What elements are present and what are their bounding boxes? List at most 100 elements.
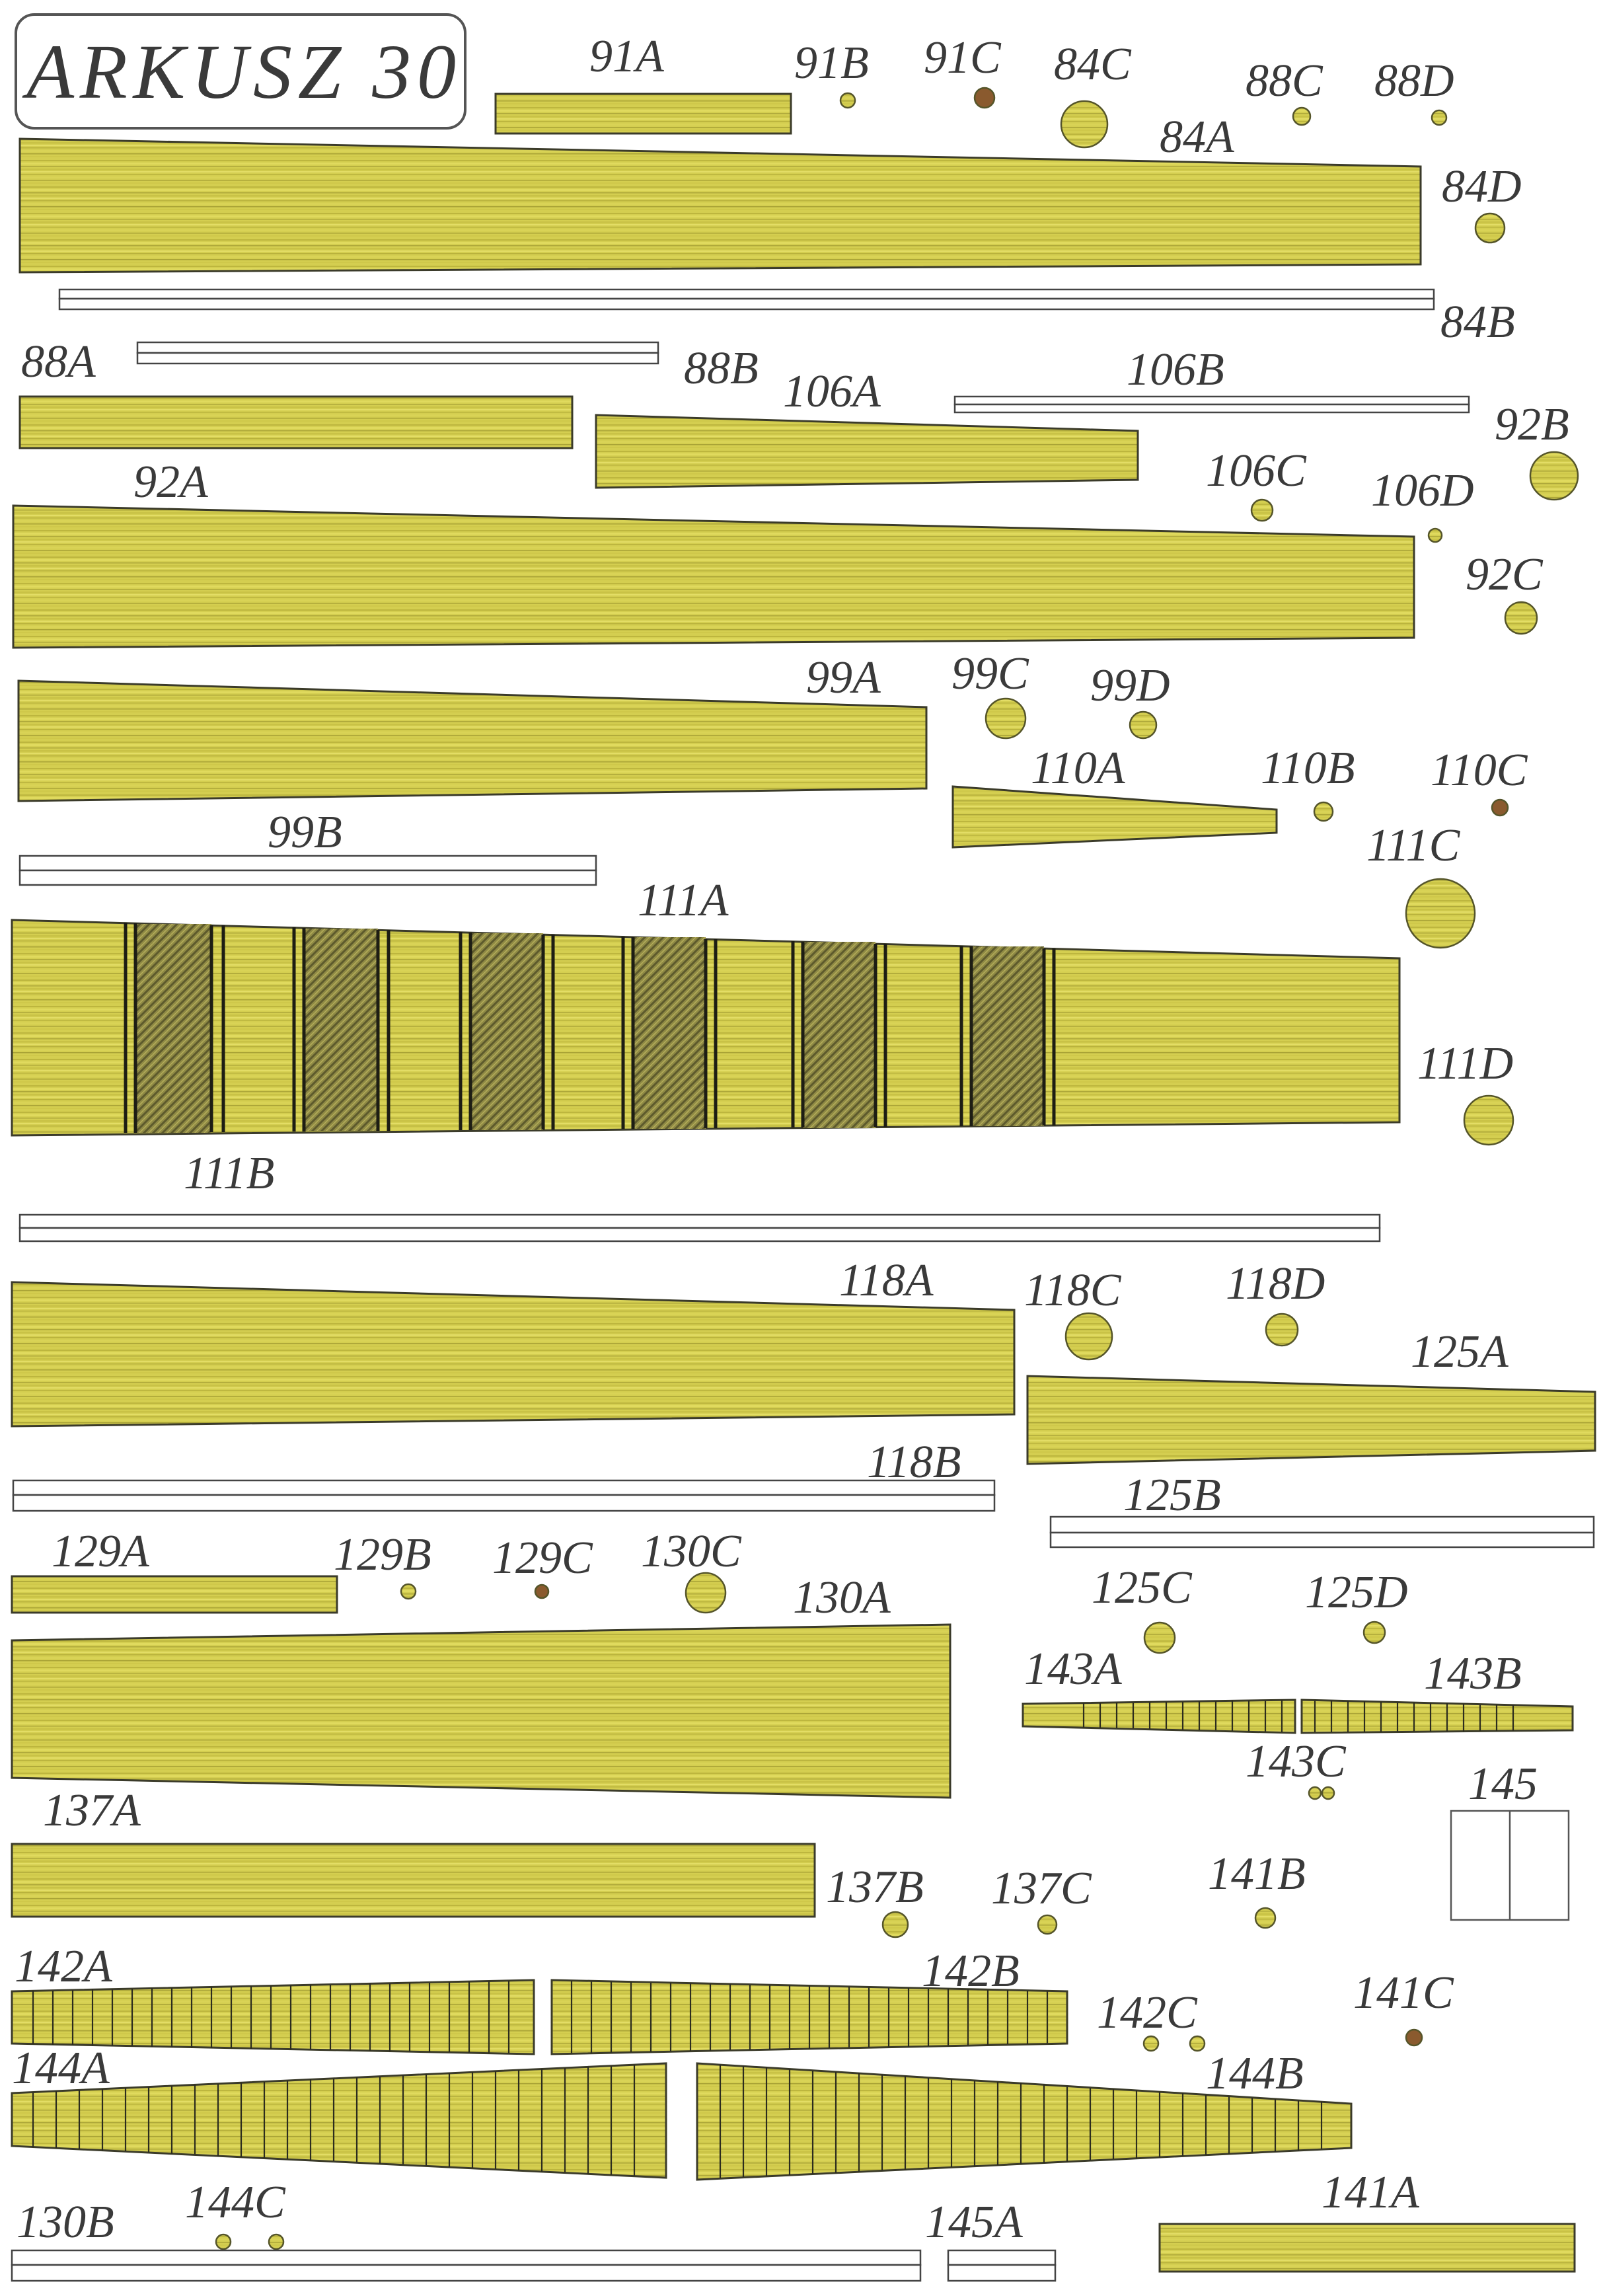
part-125A [1026, 1375, 1596, 1465]
part-92A [12, 504, 1415, 649]
part-137A [11, 1843, 816, 1918]
label-141B: 141B [1208, 1849, 1306, 1899]
label-144A: 144A [12, 2043, 110, 2094]
label-106B: 106B [1127, 344, 1224, 395]
label-125C: 125C [1092, 1562, 1193, 1613]
part-91C [973, 87, 996, 109]
part-111A [11, 919, 1401, 1137]
part-88A-strip-2 [136, 352, 659, 365]
part-99D [1129, 710, 1158, 740]
part-106A [595, 414, 1139, 489]
rope-band-3 [470, 933, 543, 1130]
part-137B [881, 1911, 909, 1938]
part-118B-inner [12, 1494, 996, 1512]
part-142C-2 [1189, 2035, 1206, 2052]
label-125D: 125D [1305, 1567, 1408, 1618]
label-145: 145 [1468, 1759, 1538, 1810]
part-145 [1450, 1810, 1570, 1921]
part-118A [11, 1281, 1016, 1428]
label-143C: 143C [1246, 1736, 1347, 1787]
label-99C: 99C [951, 648, 1029, 699]
label-118C: 118C [1024, 1265, 1122, 1316]
label-144C: 144C [185, 2177, 286, 2228]
part-110C [1491, 798, 1509, 817]
part-88A [19, 395, 574, 449]
label-92B: 92B [1495, 399, 1569, 450]
label-142A: 142A [15, 1941, 112, 1992]
label-99D: 99D [1090, 660, 1170, 711]
rope-band-5 [803, 942, 876, 1128]
part-111B [19, 1213, 1381, 1229]
part-99B [19, 855, 597, 872]
label-84C: 84C [1054, 39, 1132, 90]
label-106A: 106A [783, 366, 881, 417]
rope-band-4 [633, 937, 706, 1129]
label-88C: 88C [1246, 56, 1323, 106]
rope-band-6 [971, 946, 1044, 1126]
part-130C [685, 1572, 727, 1614]
label-91B: 91B [794, 38, 869, 89]
label-111B: 111B [184, 1148, 274, 1199]
part-99B-inner [19, 869, 597, 886]
part-144A [11, 2062, 667, 2179]
part-143A-ribs [1082, 1700, 1283, 1732]
part-143C-1 [1308, 1786, 1322, 1800]
label-99A: 99A [806, 652, 881, 703]
label-137A: 137A [43, 1785, 141, 1836]
label-129B: 129B [334, 1529, 431, 1580]
part-143B [1300, 1699, 1574, 1734]
label-125B: 125B [1123, 1470, 1221, 1521]
rope-band-2 [304, 929, 378, 1131]
part-84A [19, 137, 1422, 274]
part-145A-inner [947, 2264, 1057, 2282]
part-129B [400, 1583, 417, 1600]
part-144C-2 [268, 2233, 285, 2250]
part-129A [11, 1575, 338, 1614]
label-84A: 84A [1160, 112, 1234, 163]
label-145A: 145A [925, 2197, 1023, 2248]
part-111B-inner [19, 1227, 1381, 1243]
part-142B [550, 1979, 1068, 2055]
part-88C [1292, 106, 1312, 126]
label-141A: 141A [1322, 2167, 1419, 2218]
label-137B: 137B [826, 1862, 924, 1913]
part-142B-ribs [570, 1981, 1049, 2053]
label-129A: 129A [52, 1526, 149, 1577]
part-142C-1 [1142, 2035, 1160, 2052]
label-111D: 111D [1417, 1038, 1513, 1089]
label-88B: 88B [684, 343, 759, 394]
label-106C: 106C [1206, 445, 1307, 496]
part-110B [1313, 801, 1334, 822]
part-106C [1250, 498, 1274, 522]
part-143B-ribs [1314, 1701, 1514, 1732]
label-144B: 144B [1206, 2048, 1304, 2099]
part-130B-inner [11, 2264, 922, 2282]
part-141C [1405, 2028, 1423, 2047]
rope-band-1 [135, 924, 211, 1133]
part-144C-1 [215, 2233, 232, 2250]
part-145A [947, 2249, 1057, 2266]
part-91B [839, 92, 856, 109]
part-142A [11, 1979, 535, 2055]
part-141B [1254, 1907, 1277, 1929]
part-84C [1060, 100, 1109, 149]
label-92A: 92A [133, 457, 208, 508]
part-141A [1158, 2223, 1576, 2273]
sheet-title: ARKUSZ 30 [22, 28, 456, 115]
part-144B [696, 2062, 1353, 2181]
label-130C: 130C [641, 1526, 742, 1577]
part-125B [1049, 1515, 1595, 1534]
sheet-title-box: ARKUSZ 30 [15, 13, 466, 130]
part-106B [953, 395, 1470, 406]
part-125C [1143, 1621, 1176, 1654]
part-130B [11, 2249, 922, 2266]
part-92C [1504, 601, 1538, 635]
part-91A [494, 93, 792, 135]
label-91C: 91C [924, 32, 1002, 83]
label-137C: 137C [991, 1863, 1092, 1914]
part-118D [1265, 1313, 1299, 1347]
part-125B-inner [1049, 1531, 1595, 1549]
label-142C: 142C [1097, 1987, 1198, 2038]
label-106D: 106D [1371, 465, 1474, 516]
